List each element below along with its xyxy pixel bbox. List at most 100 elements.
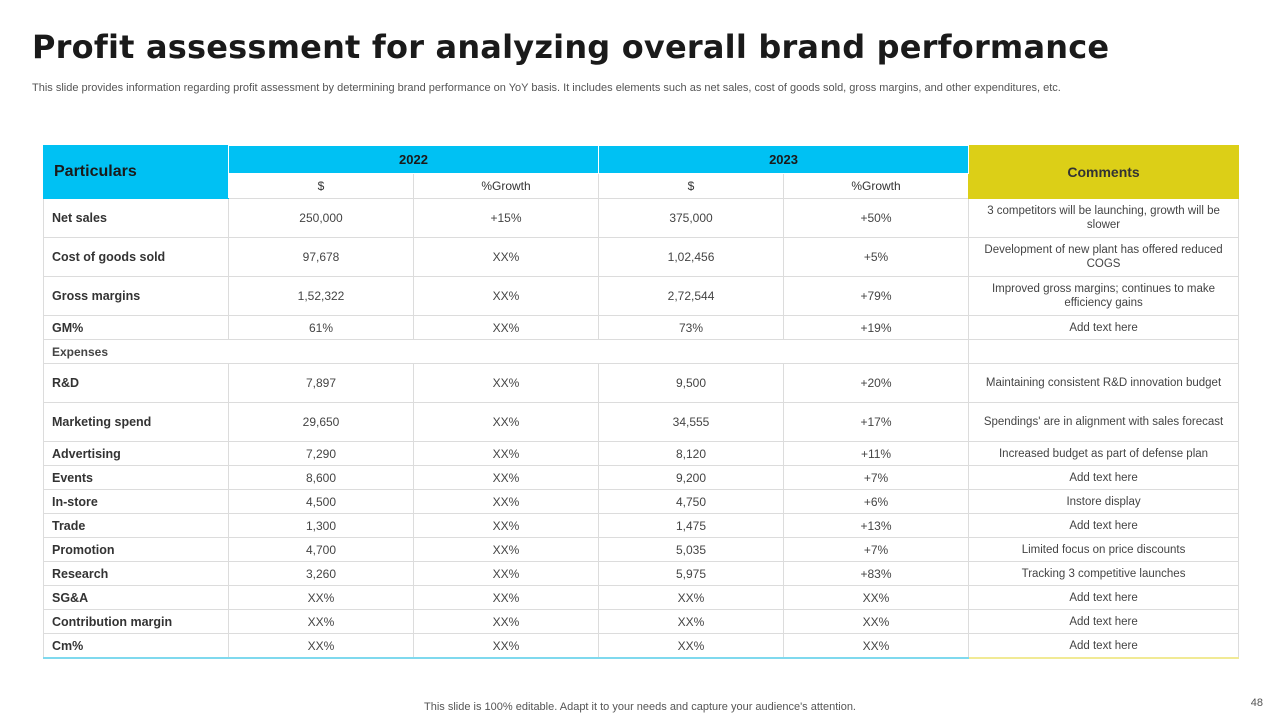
row-label: Gross margins [43, 276, 229, 316]
value-2022: 7,897 [228, 363, 414, 403]
row-label: In-store [43, 489, 229, 514]
table-row: Research 3,260 XX% 5,975 +83% Tracking 3… [43, 561, 1240, 586]
comment: Maintaining consistent R&D innovation bu… [968, 363, 1240, 403]
row-label: Research [43, 561, 229, 586]
growth-2022: +15% [412, 198, 600, 238]
comment: Improved gross margins; continues to mak… [968, 276, 1240, 316]
value-2022: 97,678 [228, 237, 414, 277]
year-2022-header: 2022 [227, 145, 600, 174]
comment: Instore display [968, 489, 1240, 514]
value-2023: 73% [598, 315, 785, 340]
value-2023: 1,02,456 [598, 237, 785, 277]
growth-2022: XX% [412, 609, 600, 634]
value-2023: 5,035 [598, 537, 785, 562]
value-2022: 8,600 [228, 465, 414, 490]
value-2022: 29,650 [228, 402, 414, 442]
value-2023: 2,72,544 [598, 276, 785, 316]
comments-header: Comments [968, 145, 1240, 199]
value-2022: XX% [228, 609, 414, 634]
table-row: Advertising 7,290 XX% 8,120 +11% Increas… [43, 441, 1240, 466]
table-row: Contribution margin XX% XX% XX% XX% Add … [43, 609, 1240, 634]
value-2023: 34,555 [598, 402, 785, 442]
value-2023: XX% [598, 609, 785, 634]
comment-empty [968, 339, 1240, 364]
growth-2023: +17% [783, 402, 970, 442]
growth-2023: +79% [783, 276, 970, 316]
growth-2023: +20% [783, 363, 970, 403]
row-label: Promotion [43, 537, 229, 562]
value-2023: XX% [598, 585, 785, 610]
value-2023: 9,500 [598, 363, 785, 403]
value-2022: 250,000 [228, 198, 414, 238]
comment: Add text here [968, 585, 1240, 610]
row-label: Net sales [43, 198, 229, 238]
page-number: 48 [1250, 697, 1263, 709]
growth-2022: XX% [412, 513, 600, 538]
value-2022: XX% [228, 633, 414, 659]
comment: Add text here [968, 513, 1240, 538]
table-row: Cost of goods sold 97,678 XX% 1,02,456 +… [43, 237, 1240, 277]
comment: Development of new plant has offered red… [968, 237, 1240, 277]
growth-2022: XX% [412, 237, 600, 277]
page-title: Profit assessment for analyzing overall … [32, 28, 1110, 66]
row-label: Cm% [43, 633, 229, 659]
comment: 3 competitors will be launching, growth … [968, 198, 1240, 238]
growth-2023: +11% [783, 441, 970, 466]
comment: Add text here [968, 609, 1240, 634]
table-row: Events 8,600 XX% 9,200 +7% Add text here [43, 465, 1240, 490]
row-label: Advertising [43, 441, 229, 466]
table-row: Trade 1,300 XX% 1,475 +13% Add text here [43, 513, 1240, 538]
comment: Add text here [968, 633, 1240, 659]
growth-2023: XX% [783, 633, 970, 659]
row-label: Events [43, 465, 229, 490]
comment: Tracking 3 competitive launches [968, 561, 1240, 586]
growth-2023: +50% [783, 198, 970, 238]
growth-2022: XX% [412, 276, 600, 316]
subheader-growth-2022: %Growth [412, 173, 600, 199]
table-row: Marketing spend 29,650 XX% 34,555 +17% S… [43, 402, 1240, 442]
row-label: Contribution margin [43, 609, 229, 634]
table-row: Gross margins 1,52,322 XX% 2,72,544 +79%… [43, 276, 1240, 316]
value-2023: 8,120 [598, 441, 785, 466]
value-2022: 61% [228, 315, 414, 340]
growth-2022: XX% [412, 537, 600, 562]
value-2023: 375,000 [598, 198, 785, 238]
value-2022: 4,700 [228, 537, 414, 562]
growth-2023: +6% [783, 489, 970, 514]
value-2022: 4,500 [228, 489, 414, 514]
value-2022: XX% [228, 585, 414, 610]
page-subtitle: This slide provides information regardin… [32, 82, 1061, 94]
table-row: GM% 61% XX% 73% +19% Add text here [43, 315, 1240, 340]
value-2022: 1,300 [228, 513, 414, 538]
growth-2022: XX% [412, 363, 600, 403]
row-label: Trade [43, 513, 229, 538]
table-row: Cm% XX% XX% XX% XX% Add text here [43, 633, 1240, 659]
section-label: Expenses [42, 339, 970, 364]
growth-2022: XX% [412, 465, 600, 490]
growth-2022: XX% [412, 561, 600, 586]
growth-2022: XX% [412, 633, 600, 659]
growth-2023: +7% [783, 537, 970, 562]
growth-2022: XX% [412, 441, 600, 466]
comment: Increased budget as part of defense plan [968, 441, 1240, 466]
footer-note: This slide is 100% editable. Adapt it to… [424, 701, 856, 713]
value-2022: 7,290 [228, 441, 414, 466]
row-label: Cost of goods sold [43, 237, 229, 277]
growth-2022: XX% [412, 489, 600, 514]
value-2022: 1,52,322 [228, 276, 414, 316]
row-label: GM% [43, 315, 229, 340]
growth-2022: XX% [412, 402, 600, 442]
row-label: R&D [43, 363, 229, 403]
growth-2023: XX% [783, 585, 970, 610]
particulars-header: Particulars [43, 145, 229, 199]
comment: Add text here [968, 315, 1240, 340]
value-2022: 3,260 [228, 561, 414, 586]
value-2023: 9,200 [598, 465, 785, 490]
comment: Spendings' are in alignment with sales f… [968, 402, 1240, 442]
subheader-dollar-2023: $ [598, 173, 785, 199]
row-label: Marketing spend [43, 402, 229, 442]
growth-2022: XX% [412, 315, 600, 340]
subheader-dollar-2022: $ [228, 173, 414, 199]
subheader-growth-2023: %Growth [783, 173, 970, 199]
table-row: Promotion 4,700 XX% 5,035 +7% Limited fo… [43, 537, 1240, 562]
